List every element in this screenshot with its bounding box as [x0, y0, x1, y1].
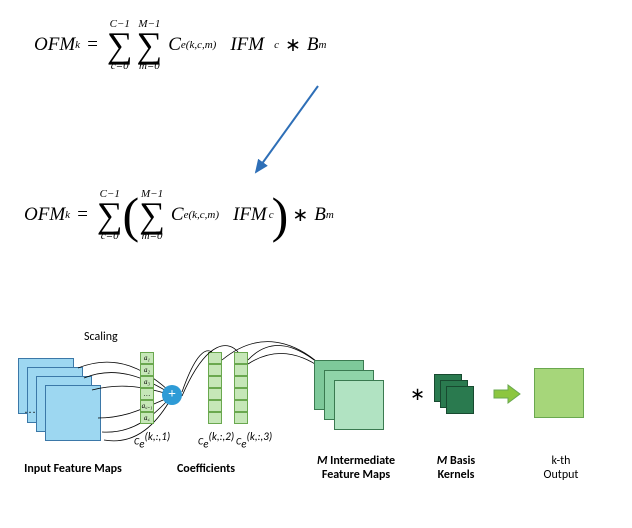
sum-c-lower: c=0 [111, 60, 129, 72]
ifm-var: IFM [230, 34, 264, 56]
coef-base: C [171, 204, 184, 226]
coeff-cell [234, 352, 248, 364]
coeff-cell [208, 376, 222, 388]
coeff-cell: a₁ [140, 352, 154, 364]
conv-star-icon: ∗ [410, 384, 425, 405]
ifm-box [45, 385, 101, 441]
sigma: ∑ [97, 200, 123, 230]
basis-sub: m [326, 209, 334, 221]
coeff-sublabel-1: Ce(k,:,1) [134, 430, 170, 450]
sum-c-lower: c=0 [101, 230, 119, 242]
coeff-cell [208, 364, 222, 376]
coeff-cell [234, 412, 248, 424]
architecture-diagram: Scaling … a₁ a₂ a₃ … a꜀₋₁ a꜀ + [18, 322, 618, 522]
sigma: ∑ [107, 30, 133, 60]
coeff-label: Coefficients [166, 462, 246, 476]
fat-arrow-icon [492, 384, 522, 404]
rparen: ) [272, 195, 289, 235]
coeff-cell: a꜀ [140, 412, 154, 424]
output-box [534, 368, 584, 418]
equation-top: OFMk = C−1 ∑ c=0 M−1 ∑ m=0 Ce(k,c,m) IFM… [34, 18, 326, 72]
coeff-cell: … [140, 388, 154, 400]
coeff-cell [208, 388, 222, 400]
conv-op: ∗ [285, 34, 301, 57]
ifm-dots: … [24, 402, 36, 417]
coeff-cell [208, 352, 222, 364]
sum-c: C−1 ∑ c=0 [97, 188, 123, 242]
coeff-col-3 [234, 352, 248, 424]
sigma: ∑ [139, 200, 165, 230]
coeff-cell: a₃ [140, 376, 154, 388]
sum-c: C−1 ∑ c=0 [107, 18, 133, 72]
equals: = [86, 34, 99, 56]
coeff-cell [234, 388, 248, 400]
lhs-sub: k [75, 39, 80, 51]
sigma: ∑ [137, 30, 163, 60]
basis-var: B [314, 204, 326, 226]
coef-sup: (k,c,m) [186, 39, 217, 51]
equation-bottom: OFMk = C−1 ∑ c=0 ( M−1 ∑ m=0 Ce(k,c,m) I… [24, 188, 334, 242]
sum-m-lower: m=0 [142, 230, 163, 242]
coeff-cell [208, 400, 222, 412]
coeff-sublabel-3: Ce(k,:,3) [236, 430, 272, 450]
output-label: k-thOutput [534, 454, 588, 482]
scaling-label: Scaling [84, 330, 118, 344]
coeff-cell [234, 400, 248, 412]
equals: = [76, 204, 89, 226]
basis-label: M BasisKernels [426, 454, 486, 482]
basis-var: B [307, 34, 319, 56]
lhs-var: OFM [24, 204, 65, 226]
lhs-sub: k [65, 209, 70, 221]
coef-sup: (k,c,m) [188, 209, 219, 221]
coef-base: C [168, 34, 181, 56]
inter-box [334, 380, 384, 430]
coeff-cell [208, 412, 222, 424]
basis-box [446, 386, 474, 414]
lparen: ( [123, 195, 140, 235]
intermediate-label: M M IntermediateIntermediateFeature Maps [306, 454, 406, 482]
coeff-cell [234, 376, 248, 388]
coeff-col-1: a₁ a₂ a₃ … a꜀₋₁ a꜀ [140, 352, 154, 424]
ifm-label: Input Feature Maps [18, 462, 128, 476]
sum-m: M−1 ∑ m=0 [139, 188, 165, 242]
conv-op: ∗ [292, 204, 308, 227]
coeff-cell: a₂ [140, 364, 154, 376]
sum-m-lower: m=0 [139, 60, 160, 72]
lhs-var: OFM [34, 34, 75, 56]
plus-icon: + [162, 385, 182, 405]
sum-m: M−1 ∑ m=0 [137, 18, 163, 72]
coeff-col-2 [208, 352, 222, 424]
ifm-var: IFM [233, 204, 267, 226]
ifm-sub: c [274, 39, 279, 51]
coeff-cell [234, 364, 248, 376]
coeff-sublabel-2: Ce(k,:,2) [198, 430, 234, 450]
basis-sub: m [319, 39, 327, 51]
coeff-cell: a꜀₋₁ [140, 400, 154, 412]
